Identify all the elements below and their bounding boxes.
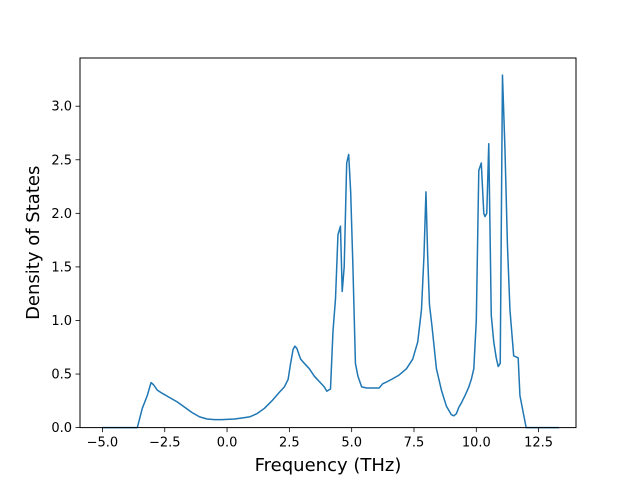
x-tick-label: 0.0: [217, 436, 238, 451]
x-tick-label: 7.5: [404, 436, 425, 451]
x-tick-label: −5.0: [87, 436, 119, 451]
x-axis-ticks: −5.0 −2.5 0.0 2.5 5.0 7.5 10.0 12.5: [87, 427, 553, 451]
y-tick-label: 0.0: [51, 421, 72, 436]
x-tick-label: 2.5: [279, 436, 300, 451]
y-tick-label: 2.5: [51, 153, 72, 168]
y-tick-label: 1.0: [51, 314, 72, 329]
x-axis-label: Frequency (THz): [255, 455, 402, 476]
y-axis-ticks: 0.0 0.5 1.0 1.5 2.0 2.5 3.0: [51, 100, 80, 436]
y-tick-label: 3.0: [51, 100, 72, 115]
y-tick-label: 2.0: [51, 207, 72, 222]
x-tick-label: 10.0: [462, 436, 491, 451]
x-tick-label: 12.5: [524, 436, 553, 451]
data-layer: [101, 74, 560, 429]
x-tick-label: −2.5: [149, 436, 181, 451]
plot-frame: [79, 57, 577, 429]
plot-background: [80, 58, 576, 428]
x-tick-label: 5.0: [341, 436, 362, 451]
y-axis-label: Density of States: [23, 166, 44, 320]
y-tick-label: 0.5: [51, 368, 72, 383]
y-tick-label: 1.5: [51, 260, 72, 275]
series-line-0: [101, 74, 560, 429]
